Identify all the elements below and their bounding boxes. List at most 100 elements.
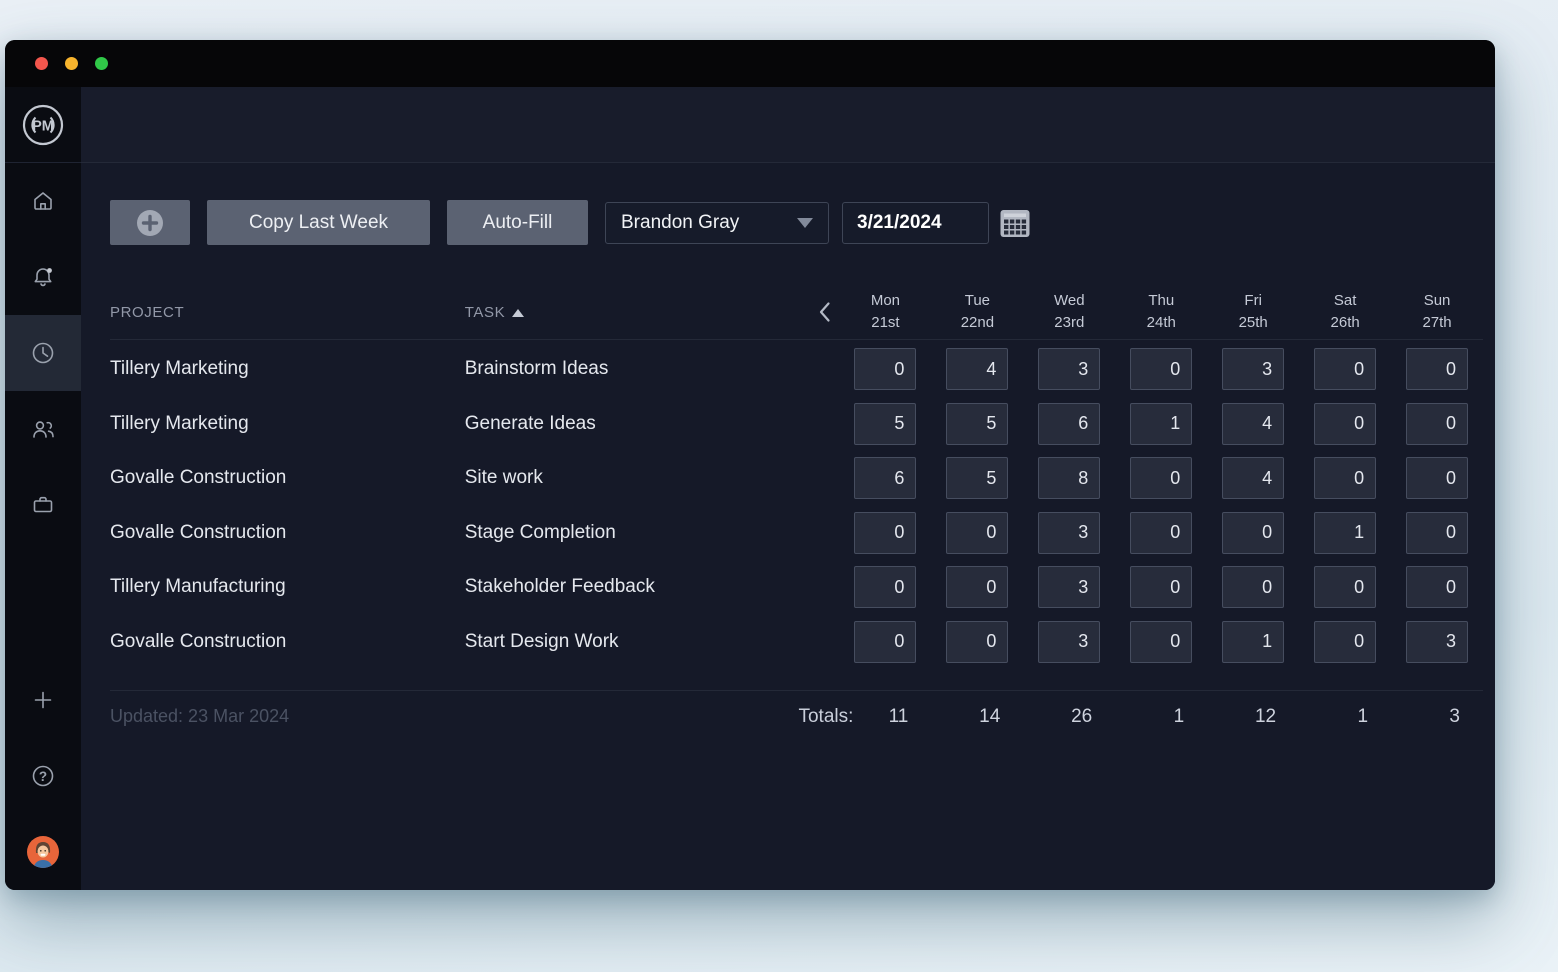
hours-input[interactable] [1038,620,1101,663]
project-name: Govalle Construction [110,521,287,543]
sidebar-item-projects[interactable] [5,467,81,543]
zoom-window-button[interactable] [95,57,108,70]
day-total: 3 [1449,705,1460,727]
sidebar-item-profile[interactable] [5,814,81,890]
assignee-select[interactable]: Brandon Gray [605,201,829,244]
hours-input[interactable] [1314,566,1377,609]
hours-input[interactable] [1038,457,1101,500]
hours-input[interactable] [1406,402,1469,445]
hours-input[interactable] [854,402,917,445]
task-name: Start Design Work [464,630,619,652]
hours-input[interactable] [1130,620,1193,663]
hours-input[interactable] [1130,511,1193,554]
avatar [27,836,59,868]
previous-week-button[interactable] [809,301,839,323]
briefcase-icon [33,496,53,513]
project-name: Tillery Marketing [110,358,249,380]
sidebar-item-help[interactable]: ? [5,738,81,814]
hours-input[interactable] [946,566,1009,609]
sidebar-item-home[interactable] [5,163,81,239]
hours-input[interactable] [1038,511,1101,554]
day-total: 26 [1071,705,1093,727]
hours-input[interactable] [1406,620,1469,663]
auto-fill-button[interactable]: Auto-Fill [447,200,588,245]
updated-timestamp: Updated: 23 Mar 2024 [110,706,290,726]
day-total: 11 [888,705,909,727]
hours-input[interactable] [1130,457,1193,500]
project-name: Tillery Manufacturing [110,576,286,598]
app-window: PM [5,40,1495,890]
hours-input[interactable] [854,566,917,609]
copy-last-week-button[interactable]: Copy Last Week [207,200,430,245]
hours-input[interactable] [946,511,1009,554]
hours-input[interactable] [1406,511,1469,554]
project-name: Tillery Marketing [110,412,249,434]
date-input[interactable] [842,201,989,244]
hours-input[interactable] [946,620,1009,663]
sidebar-item-timesheets[interactable] [5,315,81,391]
hours-input[interactable] [1406,348,1469,391]
day-total: 1 [1357,705,1369,727]
close-window-button[interactable] [35,57,48,70]
hours-input[interactable] [1314,457,1377,500]
table-row: Govalle Construction Start Design Work [110,615,1483,670]
project-column-header[interactable]: PROJECT [110,303,185,321]
sidebar-item-team[interactable] [5,391,81,467]
help-icon: ? [32,765,54,787]
content-area: Copy Last Week Auto-Fill Brandon Gray [81,87,1495,890]
svg-text:PM: PM [32,118,54,134]
calendar-button[interactable] [999,207,1031,239]
day-header: Tue 22nd [960,291,995,332]
task-name: Brainstorm Ideas [464,358,609,380]
hours-input[interactable] [1038,402,1101,445]
hours-input[interactable] [946,402,1009,445]
hours-input[interactable] [854,457,917,500]
hours-input[interactable] [854,348,917,391]
hours-input[interactable] [1130,402,1193,445]
plus-icon [34,691,52,709]
table-row: Tillery Manufacturing Stakeholder Feedba… [110,560,1483,615]
add-entry-button[interactable] [110,200,190,245]
hours-input[interactable] [854,620,917,663]
sort-ascending-icon [512,308,525,317]
toolbar: Copy Last Week Auto-Fill Brandon Gray [110,200,1483,245]
hours-input[interactable] [1406,566,1469,609]
hours-input[interactable] [946,457,1009,500]
calendar-icon [1000,209,1030,237]
day-header: Sat 26th [1330,291,1360,332]
chevron-left-icon [819,302,830,322]
app-logo[interactable]: PM [5,87,81,163]
task-column-header[interactable]: TASK [465,304,810,321]
hours-input[interactable] [1222,566,1285,609]
hours-input[interactable] [854,511,917,554]
hours-input[interactable] [1038,566,1101,609]
content-header [81,87,1495,163]
hours-input[interactable] [1130,566,1193,609]
project-name: Govalle Construction [110,630,287,652]
day-total: 12 [1254,705,1277,727]
hours-input[interactable] [1406,457,1469,500]
hours-input[interactable] [1222,402,1285,445]
sidebar-item-notifications[interactable] [5,239,81,315]
hours-input[interactable] [1222,457,1285,500]
hours-input[interactable] [1130,348,1193,391]
hours-input[interactable] [1314,348,1377,391]
minimize-window-button[interactable] [65,57,78,70]
hours-input[interactable] [1314,402,1377,445]
table-row: Tillery Marketing Brainstorm Ideas [110,342,1483,397]
hours-input[interactable] [1314,620,1377,663]
sidebar-item-add[interactable] [5,662,81,738]
home-icon [34,192,52,210]
table-footer-row: Updated: 23 Mar 2024 Totals: 11 14 26 1 … [110,690,1483,742]
team-icon [33,421,54,438]
hours-input[interactable] [1222,348,1285,391]
bell-icon [34,268,52,287]
table-row: Govalle Construction Stage Completion [110,506,1483,561]
day-total: 1 [1173,705,1185,727]
assignee-selected-value: Brandon Gray [621,211,740,233]
hours-input[interactable] [946,348,1009,391]
hours-input[interactable] [1314,511,1377,554]
hours-input[interactable] [1038,348,1101,391]
hours-input[interactable] [1222,511,1285,554]
hours-input[interactable] [1222,620,1285,663]
